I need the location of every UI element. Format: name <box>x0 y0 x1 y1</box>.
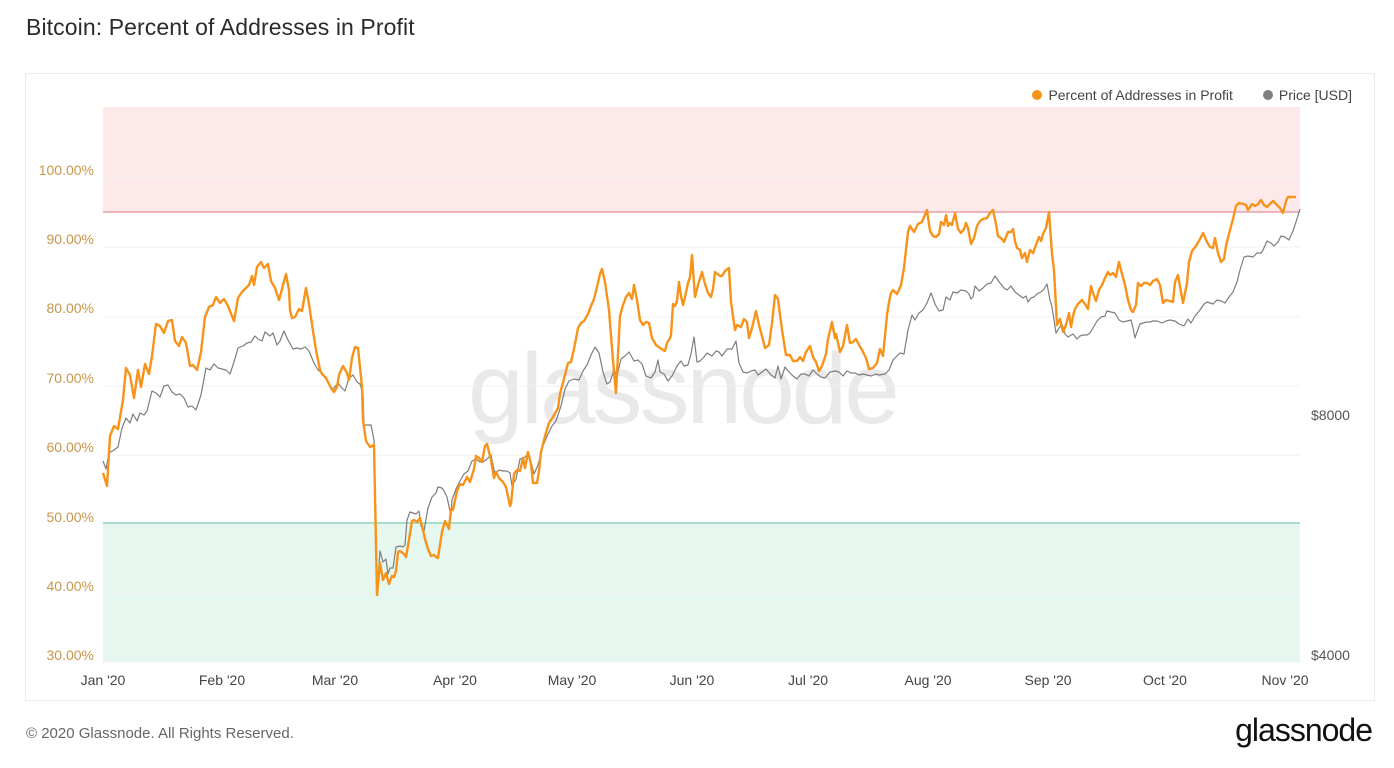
x-tick-jul: Jul '20 <box>787 672 829 688</box>
chart-title: Bitcoin: Percent of Addresses in Profit <box>26 14 415 40</box>
x-tick-nov: Nov '20 <box>1261 672 1309 688</box>
y-tick-60: 60.00% <box>46 439 94 455</box>
glassnode-logo: glassnode <box>1235 712 1373 748</box>
legend-label: Percent of Addresses in Profit <box>1048 87 1233 103</box>
percent-in-profit-line <box>101 195 1296 597</box>
gridlines <box>103 177 1300 663</box>
y2-tick-4000: $4000 <box>1311 647 1350 663</box>
x-tick-jan: Jan '20 <box>80 672 126 688</box>
legend-label: Price [USD] <box>1278 87 1352 103</box>
y-tick-100: 100.00% <box>38 162 94 178</box>
y-tick-80: 80.00% <box>46 300 94 316</box>
x-tick-mar: Mar '20 <box>311 672 359 688</box>
y-tick-40: 40.00% <box>46 578 94 594</box>
legend: Percent of Addresses in Profit Price [US… <box>1032 87 1352 103</box>
y-tick-30: 30.00% <box>46 647 94 663</box>
x-tick-oct: Oct '20 <box>1143 672 1187 688</box>
x-tick-feb: Feb '20 <box>198 672 246 688</box>
legend-item-percent-in-profit[interactable]: Percent of Addresses in Profit <box>1032 87 1233 103</box>
high-profit-band <box>103 107 1300 212</box>
x-tick-aug: Aug '20 <box>904 672 952 688</box>
price-line <box>102 208 1301 593</box>
x-tick-jun: Jun '20 <box>669 672 715 688</box>
x-tick-may: May '20 <box>547 672 597 688</box>
y-tick-70: 70.00% <box>46 370 94 386</box>
copyright-text: © 2020 Glassnode. All Rights Reserved. <box>26 725 294 742</box>
y-tick-50: 50.00% <box>46 509 94 525</box>
watermark: glassnode <box>468 333 900 445</box>
legend-item-price[interactable]: Price [USD] <box>1262 87 1352 103</box>
x-tick-sep: Sep '20 <box>1024 672 1072 688</box>
x-tick-apr: Apr '20 <box>433 672 477 688</box>
y-tick-90: 90.00% <box>46 231 94 247</box>
gray-dot-icon <box>1262 90 1273 100</box>
y2-tick-8000: $8000 <box>1311 407 1350 423</box>
orange-dot-icon <box>1032 90 1043 100</box>
